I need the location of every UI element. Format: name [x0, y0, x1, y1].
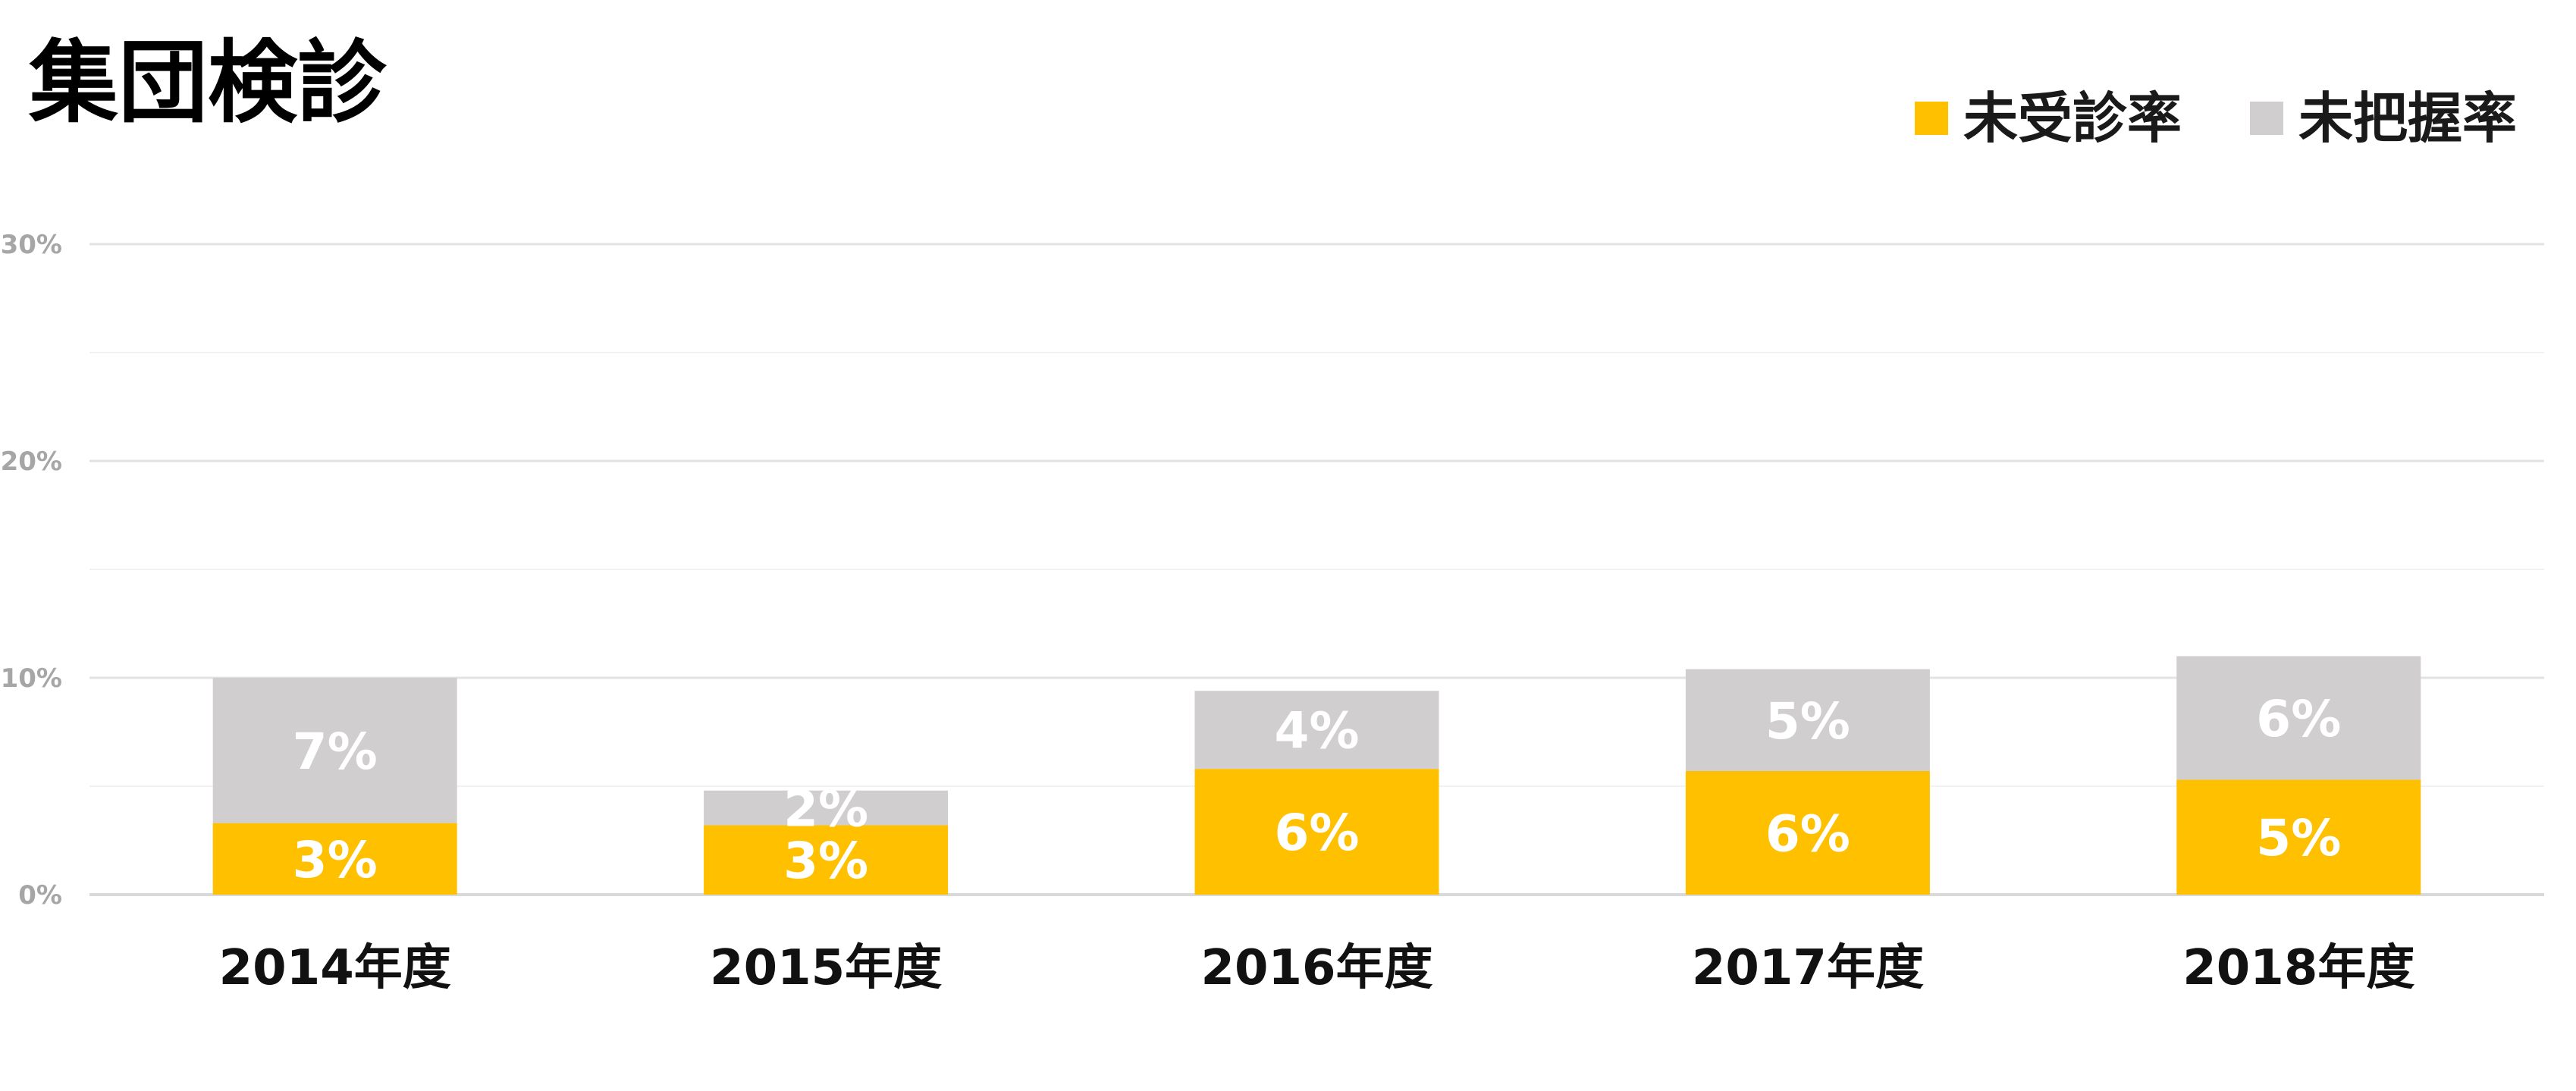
data-label: 6%: [1765, 804, 1850, 863]
y-tick-label: 20%: [1, 447, 62, 477]
data-label: 6%: [1274, 804, 1359, 862]
x-tick-label: 2018年度: [2182, 940, 2414, 996]
data-label: 2%: [783, 780, 868, 839]
bar-unknown: [1685, 669, 1930, 771]
data-label: 5%: [2256, 809, 2341, 867]
data-label: 5%: [1765, 692, 1850, 751]
data-label: 6%: [2256, 690, 2341, 748]
bar-unexamined: [1194, 769, 1439, 895]
data-label: 3%: [783, 832, 868, 890]
legend: 未受診率 未把握率: [1846, 91, 2517, 146]
bar-unknown: [212, 678, 457, 823]
x-tick-label: 2016年度: [1200, 940, 1432, 996]
x-tick-label: 2017年度: [1692, 940, 1924, 996]
bar-unknown: [2176, 656, 2421, 780]
bar-unexamined: [212, 823, 457, 895]
legend-label-unexamined: 未受診率: [1963, 86, 2182, 150]
legend-swatch-unexamined: [1914, 102, 1948, 135]
bar-unexamined: [1685, 770, 1930, 895]
legend-item-unknown: 未把握率: [2249, 86, 2517, 150]
y-tick-label: 10%: [1, 663, 62, 694]
x-tick-label: 2015年度: [710, 940, 942, 996]
x-tick-label: 2014年度: [219, 940, 451, 996]
y-tick-label: 0%: [18, 880, 62, 911]
legend-item-unexamined: 未受診率: [1914, 86, 2182, 150]
bar-unknown: [1194, 691, 1439, 770]
legend-swatch-unknown: [2249, 102, 2283, 135]
data-label: 7%: [293, 723, 378, 781]
legend-label-unknown: 未把握率: [2298, 86, 2517, 150]
data-label: 4%: [1274, 702, 1359, 760]
bar-unknown: [704, 790, 949, 826]
bar-unexamined: [2176, 779, 2421, 895]
bar-unexamined: [704, 825, 949, 895]
data-label: 3%: [293, 831, 378, 889]
y-tick-label: 30%: [1, 230, 62, 260]
chart-title: 集団検診: [29, 30, 387, 135]
